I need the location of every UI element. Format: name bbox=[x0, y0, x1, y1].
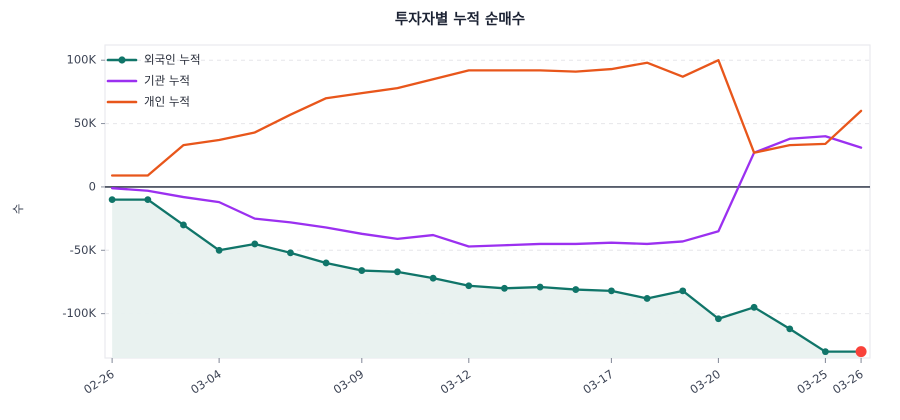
data-point-marker-2 bbox=[180, 221, 187, 229]
data-point-marker-19 bbox=[786, 325, 794, 333]
data-point-marker-3 bbox=[215, 246, 223, 254]
series-line-0 bbox=[110, 198, 863, 353]
series-lines-layer bbox=[110, 59, 863, 353]
data-point-marker-7 bbox=[358, 267, 366, 274]
page-title: 투자자별 누적 순매수 bbox=[395, 10, 525, 28]
data-point-marker-11 bbox=[501, 284, 508, 292]
data-point-marker-16 bbox=[679, 287, 687, 295]
data-point-marker-6 bbox=[322, 259, 330, 267]
data-point-marker-8 bbox=[394, 268, 401, 276]
series-line-2 bbox=[110, 59, 863, 177]
data-point-marker-12 bbox=[536, 283, 544, 291]
data-point-marker-18 bbox=[750, 303, 758, 311]
legend-label-1: 기관 누적 bbox=[144, 74, 190, 88]
legend-label-2: 개인 누적 bbox=[144, 95, 190, 109]
area-fill-0 bbox=[112, 199, 862, 358]
data-point-marker-9 bbox=[429, 274, 437, 282]
y-axis-label: 수 bbox=[11, 204, 25, 215]
y-axis-ticks: 100K 50K 0 -50K -100K bbox=[62, 53, 105, 320]
data-point-marker-10 bbox=[465, 282, 473, 290]
y-tick-label-0: 100K bbox=[67, 53, 97, 67]
data-point-marker-0 bbox=[108, 196, 116, 204]
data-point-marker-4 bbox=[251, 240, 259, 248]
data-point-marker-1 bbox=[144, 196, 152, 204]
y-tick-label-3: -50K bbox=[70, 243, 97, 257]
y-tick-label-2: 0 bbox=[89, 179, 96, 193]
data-point-marker-17 bbox=[715, 315, 722, 323]
data-point-marker-13 bbox=[572, 286, 580, 293]
y-tick-label-1: 50K bbox=[74, 116, 97, 130]
data-point-marker-15 bbox=[643, 295, 651, 302]
series-markers-layer bbox=[108, 196, 867, 358]
data-point-marker-5 bbox=[287, 249, 294, 257]
legend-label-0: 외국인 누적 bbox=[144, 53, 201, 67]
series-line-1 bbox=[110, 135, 863, 248]
area-fill-layer bbox=[112, 199, 862, 358]
data-point-marker-20 bbox=[822, 348, 829, 356]
legend-marker-0 bbox=[118, 56, 126, 64]
data-point-marker-14 bbox=[608, 287, 615, 295]
last-data-point-marker bbox=[855, 346, 867, 358]
y-tick-label-4: -100K bbox=[62, 306, 96, 320]
